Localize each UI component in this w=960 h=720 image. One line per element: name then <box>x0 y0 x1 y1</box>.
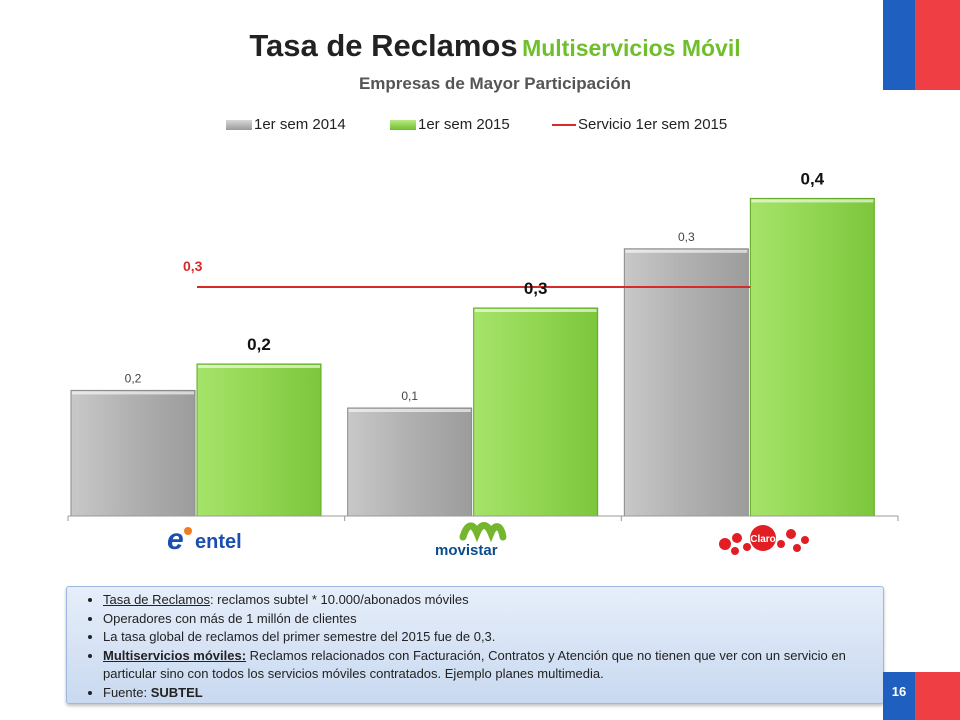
note-item: Operadores con más de 1 millón de client… <box>103 610 873 629</box>
svg-text:entel: entel <box>195 531 242 553</box>
flag-red-stripe <box>915 672 960 720</box>
flag-blue-stripe <box>883 672 915 720</box>
claro-logo-icon: Claro <box>719 525 809 555</box>
data-label-movistar-2014: 0,1 <box>401 389 418 403</box>
title-main: Tasa de Reclamos <box>249 28 518 63</box>
legend-item-2014: 1er sem 2014 <box>226 116 346 133</box>
movistar-logo-icon: movistar <box>435 522 507 559</box>
bar-highlight <box>348 409 471 412</box>
svg-text:e: e <box>167 523 184 556</box>
legend-label-service: Servicio 1er sem 2015 <box>578 116 728 133</box>
bar-highlight <box>474 309 597 312</box>
svg-text:movistar: movistar <box>435 542 498 559</box>
note-item: Tasa de Reclamos: reclamos subtel * 10.0… <box>103 591 873 610</box>
note-text-tasa: : reclamos subtel * 10.000/abonados móvi… <box>209 592 469 607</box>
legend-label-2015: 1er sem 2015 <box>418 116 510 133</box>
note-source-label: Fuente: <box>103 684 151 700</box>
bar-highlight <box>72 391 194 395</box>
data-label-claro-2015: 0,4 <box>801 169 825 188</box>
note-item: Fuente: SUBTEL <box>103 684 873 703</box>
note-text-multiservicios: Reclamos relacionados con Facturación, C… <box>103 647 846 682</box>
bar-highlight <box>198 365 320 368</box>
data-label-entel-2015: 0,2 <box>247 335 271 354</box>
legend-swatch-2015 <box>390 119 416 130</box>
page-subtitle: Empresas de Mayor Participación <box>358 74 632 93</box>
bar-claro-2015 <box>749 197 875 517</box>
bar-movistar-2014 <box>347 407 473 517</box>
bar-highlight <box>625 249 748 253</box>
note-item: Multiservicios móviles: Reclamos relacio… <box>103 647 873 684</box>
flag-decoration-bottom <box>883 672 960 720</box>
logo-movistar: movistar <box>420 520 540 560</box>
bar-entel-2015 <box>196 363 322 517</box>
legend-swatch-2014 <box>226 119 252 130</box>
bar-highlight <box>751 199 874 203</box>
bar-claro-2014 <box>623 248 749 517</box>
flag-red-stripe <box>915 0 960 90</box>
legend-label-2014: 1er sem 2014 <box>254 116 346 133</box>
note-source-value: SUBTEL <box>150 684 203 700</box>
chart-legend: 1er sem 2014 1er sem 2015 Servicio 1er s… <box>0 116 960 136</box>
legend-item-2015: 1er sem 2015 <box>390 116 510 133</box>
title-accent: Multiservicios Móvil <box>522 35 741 61</box>
legend-swatch-service <box>552 123 576 126</box>
data-label-movistar-2015: 0,3 <box>524 279 548 298</box>
notes-box: Tasa de Reclamos: reclamos subtel * 10.0… <box>66 586 884 704</box>
reference-line-label: 0,3 <box>183 258 203 274</box>
legend-item-service: Servicio 1er sem 2015 <box>552 116 727 133</box>
flag-blue-stripe <box>883 0 915 90</box>
logo-entel: e entel <box>160 520 260 560</box>
data-label-claro-2014: 0,3 <box>678 230 695 244</box>
page-number: 16 <box>891 684 907 699</box>
svg-text:Claro: Claro <box>750 534 776 545</box>
note-term-tasa: Tasa de Reclamos <box>103 592 210 607</box>
logo-claro: Claro <box>708 520 818 560</box>
data-label-entel-2014: 0,2 <box>125 371 142 385</box>
notes-list: Tasa de Reclamos: reclamos subtel * 10.0… <box>79 591 873 702</box>
note-term-multiservicios: Multiservicios móviles: <box>103 647 247 663</box>
page-title: Tasa de Reclamos Multiservicios Móvil <box>0 28 960 64</box>
bar-movistar-2015 <box>473 307 599 517</box>
note-item: La tasa global de reclamos del primer se… <box>103 628 873 647</box>
bar-entel-2014 <box>70 389 196 517</box>
entel-logo-icon: e entel <box>167 523 242 556</box>
flag-decoration-top <box>883 0 960 90</box>
